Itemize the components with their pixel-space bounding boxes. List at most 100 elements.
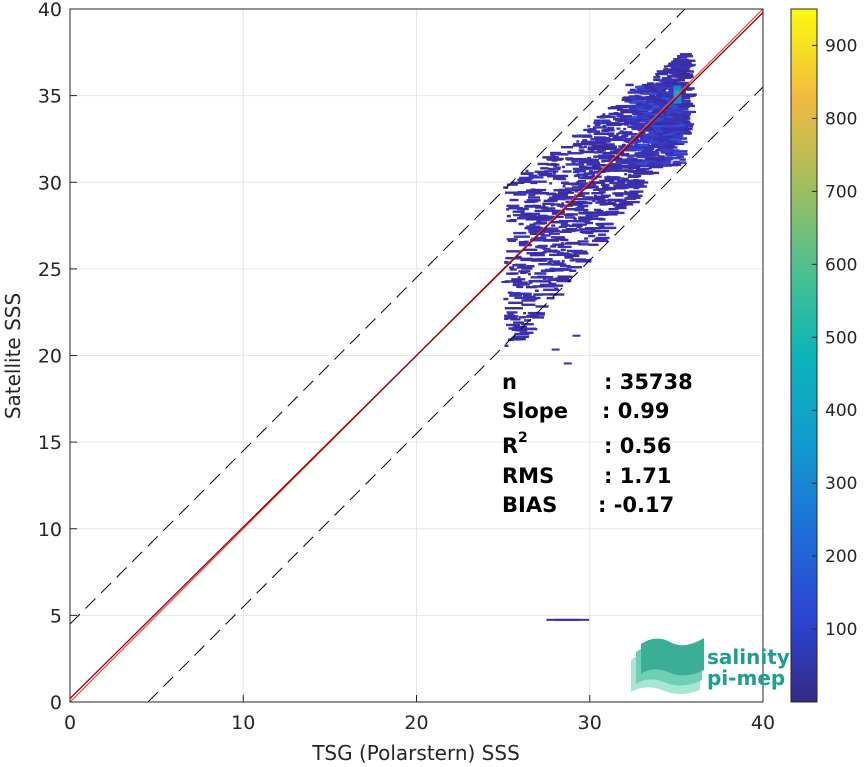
density-cell	[514, 257, 523, 260]
density-cell	[506, 214, 511, 218]
density-cell	[550, 236, 565, 239]
density-cell	[571, 188, 583, 192]
density-cell	[623, 123, 629, 126]
density-cell	[616, 132, 620, 136]
density-cell	[552, 177, 565, 180]
density-cell	[562, 182, 578, 185]
density-cell	[652, 106, 657, 109]
density-cell	[512, 263, 517, 267]
density-cell	[657, 155, 665, 158]
density-cell	[503, 186, 509, 189]
density-cell	[571, 223, 587, 226]
density-cell	[613, 164, 629, 167]
density-cell	[572, 186, 587, 189]
density-cell	[669, 138, 681, 141]
density-cell	[513, 321, 525, 324]
density-cell	[547, 198, 557, 201]
density-cell	[570, 157, 587, 161]
density-cell	[668, 62, 678, 65]
density-cell	[650, 165, 664, 169]
density-cell	[548, 278, 559, 282]
density-cell	[543, 250, 557, 253]
density-cell	[546, 163, 552, 166]
density-cell	[665, 82, 680, 85]
density-cell	[583, 145, 587, 149]
density-cell	[560, 145, 573, 149]
density-cell	[516, 266, 528, 269]
reference-lines	[70, 9, 763, 702]
density-cell	[562, 185, 566, 188]
density-cell	[587, 176, 594, 179]
density-cell	[509, 218, 517, 222]
density-cell	[629, 101, 637, 104]
density-cell	[546, 296, 555, 300]
density-cell	[513, 325, 527, 329]
density-cell	[585, 220, 591, 223]
density-cell	[587, 156, 592, 160]
density-cell	[673, 151, 681, 155]
x-tick-label: 0	[64, 712, 76, 734]
density-cell	[556, 220, 569, 224]
density-cell	[529, 239, 545, 242]
density-cell	[612, 136, 627, 139]
density-cell	[611, 181, 622, 185]
density-cell	[671, 107, 677, 110]
density-cell	[615, 151, 622, 154]
density-cell	[577, 169, 585, 173]
density-cell	[646, 134, 659, 138]
density-cell	[674, 124, 686, 127]
density-cell	[546, 175, 558, 178]
density-cell	[667, 105, 678, 108]
stat-r2-value: : 0.56	[604, 434, 672, 458]
density-cell	[587, 146, 594, 149]
density-cell	[644, 90, 650, 94]
colorbar-tick-label: 100	[825, 620, 857, 640]
density-cell	[666, 147, 671, 150]
x-tick-label: 40	[751, 712, 775, 734]
density-cell	[595, 165, 601, 168]
density-cell	[630, 109, 639, 112]
density-cell	[545, 172, 553, 176]
density-cell	[518, 316, 526, 319]
density-cell	[644, 163, 652, 167]
density-cloud	[501, 53, 697, 621]
density-cell	[515, 292, 519, 296]
density-cell	[614, 193, 619, 197]
density-cell	[656, 115, 667, 118]
density-cell	[514, 332, 530, 336]
density-cell	[540, 167, 549, 170]
density-cell	[661, 114, 668, 117]
density-cell	[620, 154, 629, 157]
density-cell	[636, 101, 646, 104]
density-cell	[591, 173, 595, 176]
density-cell	[506, 311, 518, 314]
density-cell	[562, 170, 572, 173]
density-cell	[552, 243, 565, 246]
density-cell	[633, 172, 639, 175]
density-cell	[628, 119, 637, 123]
density-cell	[598, 157, 612, 160]
density-cell	[660, 79, 675, 82]
density-cell	[523, 248, 538, 251]
density-cell	[538, 263, 553, 266]
density-cell	[559, 230, 572, 233]
density-cell	[624, 190, 628, 194]
density-cell	[593, 164, 599, 167]
density-cell	[624, 137, 629, 141]
density-cell	[637, 115, 647, 118]
density-cell	[624, 131, 632, 134]
density-cell	[665, 153, 675, 156]
density-cell	[512, 307, 523, 310]
density-cell	[518, 180, 535, 184]
density-cell	[666, 115, 674, 119]
density-cell	[585, 214, 599, 218]
density-cell	[576, 163, 585, 166]
density-cell	[517, 276, 521, 279]
density-cell	[578, 149, 585, 152]
density-cell	[540, 246, 547, 249]
density-cell	[528, 281, 533, 284]
density-cell	[628, 142, 636, 145]
density-cell	[527, 196, 540, 199]
density-cell	[555, 166, 561, 169]
density-cell	[631, 190, 640, 194]
